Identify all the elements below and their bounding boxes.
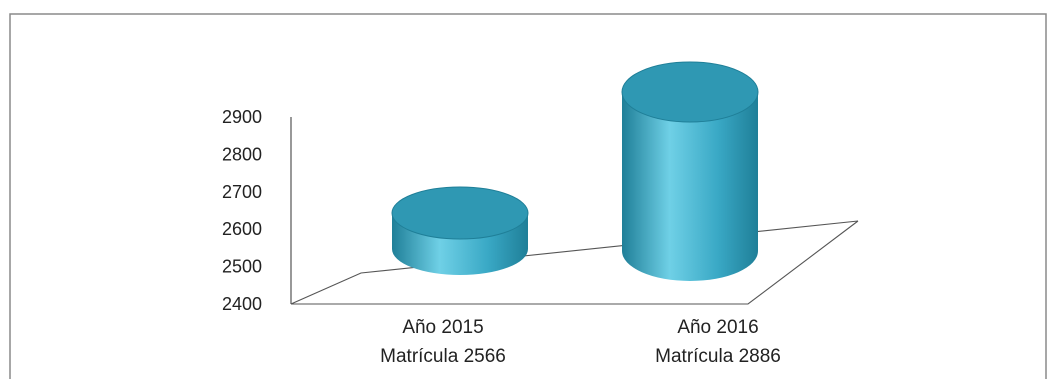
y-tick-label: 2600 (222, 219, 262, 239)
y-tick-label: 2500 (222, 257, 262, 277)
x-category-label: Año 2016 (677, 317, 758, 338)
x-category-sublabel: Matrícula 2886 (655, 346, 781, 367)
bar-body (622, 92, 758, 281)
chart-border (9, 13, 1047, 379)
bar-top (621, 61, 759, 123)
x-category-label: Año 2015 (402, 317, 483, 338)
y-tick-label: 2400 (222, 294, 262, 314)
bar-body (392, 213, 528, 275)
floor-plane (290, 220, 859, 305)
outer-frame (9, 13, 1047, 379)
y-tick-label: 2800 (222, 144, 262, 164)
chart-axes (290, 117, 859, 305)
y-tick-label: 2700 (222, 182, 262, 202)
bars (391, 61, 759, 281)
x-category-sublabel: Matrícula 2566 (380, 346, 506, 367)
bar-cylinder (621, 61, 759, 281)
y-tick-labels: 2400 2500 2600 2700 2800 2900 (222, 107, 262, 314)
bar-top (391, 186, 529, 240)
bar-cylinder (391, 186, 529, 275)
y-tick-label: 2900 (222, 107, 262, 127)
x-category-labels: Año 2015 Matrícula 2566 Año 2016 Matrícula … (380, 317, 781, 367)
